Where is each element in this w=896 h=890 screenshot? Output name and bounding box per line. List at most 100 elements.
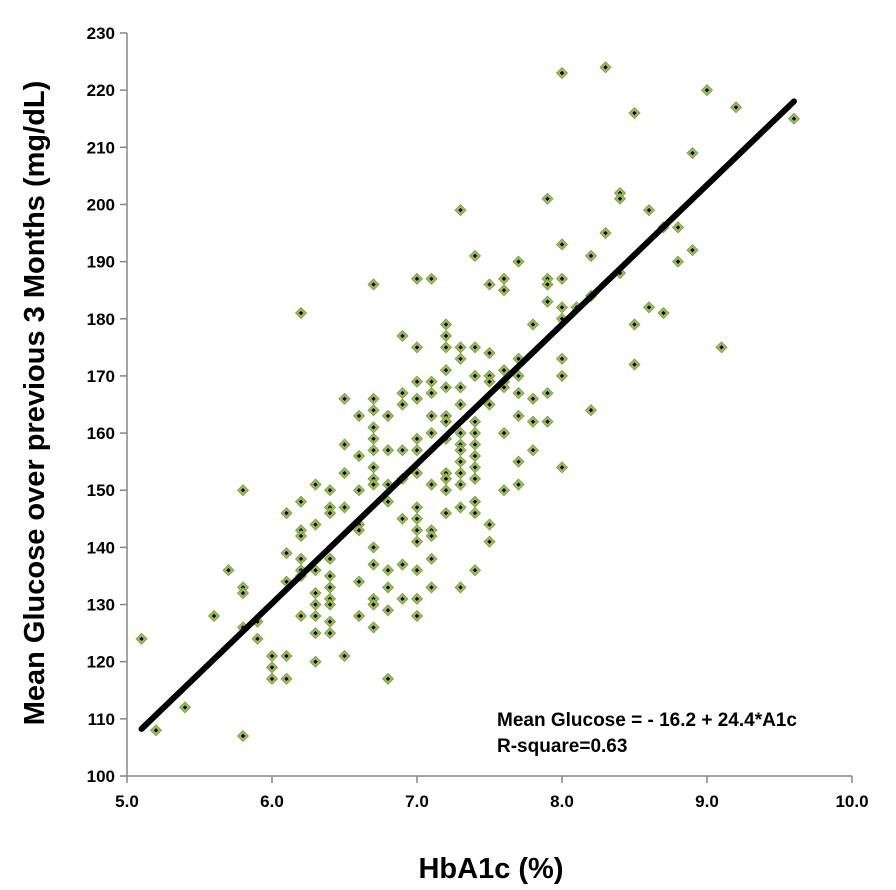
data-point (439, 381, 453, 394)
data-point (396, 558, 409, 571)
data-point (367, 541, 380, 554)
data-point (555, 369, 569, 382)
data-point (541, 278, 554, 291)
data-point (309, 627, 322, 640)
y-tick-label: 100 (87, 767, 115, 786)
data-point (483, 346, 496, 360)
data-point (454, 398, 467, 411)
data-point (439, 507, 453, 520)
data-point (367, 278, 380, 291)
data-point (338, 649, 351, 663)
data-point (381, 604, 395, 617)
x-tick-label: 7.0 (405, 792, 429, 811)
data-point (323, 581, 337, 594)
data-point (207, 609, 221, 623)
data-point (599, 61, 612, 74)
data-point (309, 518, 322, 531)
data-point (338, 438, 351, 451)
data-point (309, 655, 322, 668)
y-tick-label: 120 (87, 653, 115, 672)
data-point (468, 427, 482, 440)
data-point (642, 301, 656, 314)
x-tick-label: 10.0 (835, 792, 868, 811)
data-point (280, 672, 293, 685)
data-point (367, 621, 380, 634)
data-point (526, 415, 540, 428)
data-point (265, 672, 279, 685)
data-point (497, 484, 511, 497)
data-point (367, 598, 380, 611)
data-point (613, 192, 627, 205)
data-point (338, 501, 351, 514)
data-point (425, 387, 438, 400)
data-point (584, 404, 598, 417)
data-point (628, 106, 641, 120)
data-point (323, 507, 337, 520)
data-point (352, 484, 366, 497)
data-point (338, 392, 351, 405)
x-axis: 5.0 6.0 7.0 8.0 9.0 10.0 (115, 775, 869, 811)
data-point (135, 632, 148, 645)
y-tick-label: 140 (87, 538, 115, 557)
data-point (294, 529, 308, 543)
data-point (367, 404, 380, 417)
data-point (483, 278, 496, 291)
data-point (425, 581, 438, 594)
data-point (497, 427, 511, 440)
data-point (265, 661, 279, 674)
data-point (512, 409, 525, 422)
data-point (555, 301, 569, 314)
data-point (367, 392, 380, 405)
data-point (454, 501, 467, 514)
data-point (396, 592, 409, 605)
data-point (454, 467, 467, 480)
data-point (483, 398, 496, 411)
data-point (439, 341, 453, 354)
data-point (439, 472, 453, 485)
data-point (410, 432, 424, 445)
data-point (294, 609, 308, 623)
y-tick-label: 150 (87, 481, 115, 500)
y-tick-label: 190 (87, 253, 115, 272)
data-point (323, 552, 337, 565)
data-point (367, 478, 380, 491)
data-point (454, 204, 467, 217)
data-point (715, 341, 728, 354)
data-point (454, 455, 467, 468)
data-point (468, 369, 482, 382)
y-tick-label: 200 (87, 195, 115, 214)
data-point (294, 552, 308, 565)
data-point (671, 255, 685, 268)
data-point (483, 535, 496, 548)
data-point (309, 598, 322, 611)
data-point (642, 204, 656, 217)
data-point (410, 272, 424, 285)
data-point (497, 284, 511, 297)
data-point (323, 615, 337, 628)
data-point (425, 375, 438, 388)
data-point (439, 318, 453, 331)
data-point (512, 455, 525, 468)
y-tick-label: 110 (88, 710, 115, 729)
data-point (381, 444, 395, 457)
y-tick-label: 180 (87, 310, 115, 329)
data-point (526, 318, 540, 331)
data-point (541, 192, 554, 205)
data-point (541, 295, 554, 308)
data-point (541, 415, 554, 428)
data-point (410, 535, 424, 548)
data-point (352, 409, 366, 422)
data-point (468, 495, 482, 508)
data-point (323, 598, 337, 611)
x-axis-title: HbA1c (%) (418, 853, 563, 885)
data-point (425, 409, 438, 422)
data-point (454, 341, 467, 354)
data-points (135, 61, 801, 743)
data-point (483, 518, 496, 531)
data-point (700, 84, 714, 97)
data-point (381, 564, 395, 577)
y-tick-label: 130 (87, 596, 115, 615)
data-point (410, 501, 424, 514)
x-tick-label: 5.0 (115, 792, 139, 811)
